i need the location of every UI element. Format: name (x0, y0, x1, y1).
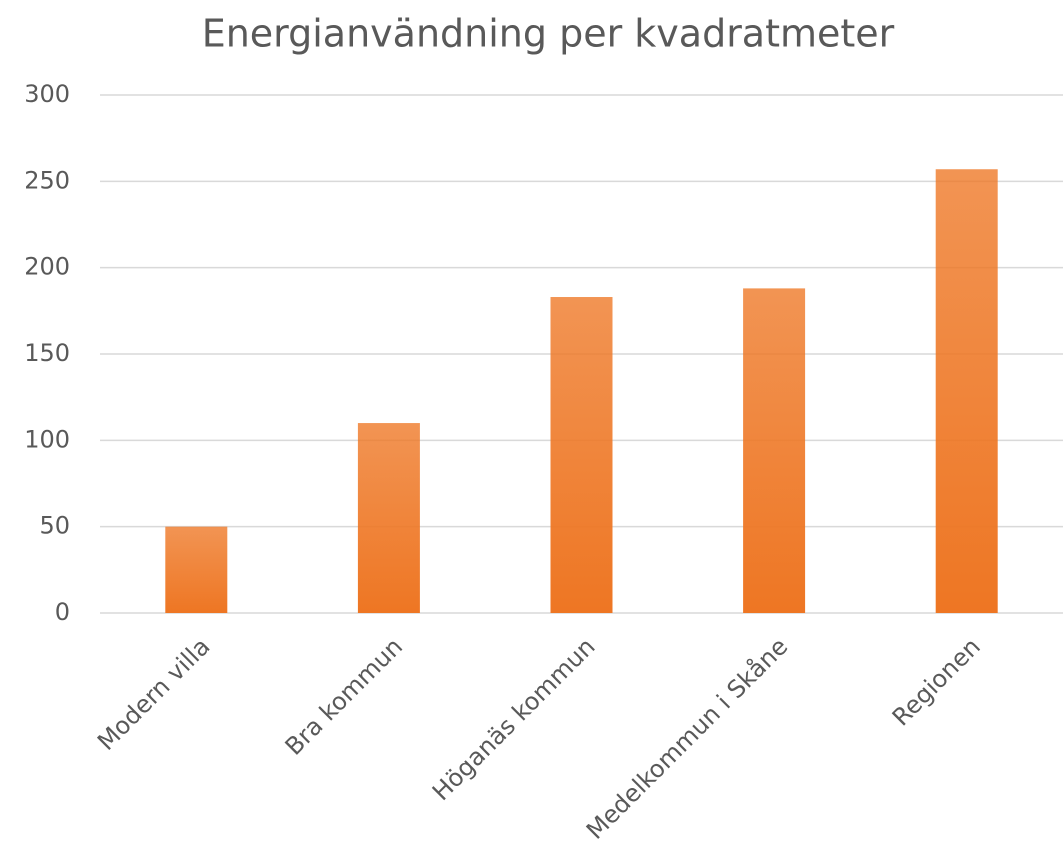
x-tick-label: Regionen (887, 632, 986, 731)
bar (357, 423, 420, 613)
x-tick-label: Medelkommun i Skåne (580, 632, 793, 845)
y-tick-label: 250 (24, 166, 70, 194)
y-tick-label: 100 (24, 425, 70, 453)
y-tick-label: 50 (39, 512, 70, 540)
y-tick-label: 150 (24, 339, 70, 367)
x-tick-label: Modern villa (92, 632, 215, 755)
x-tick-label: Höganäs kommun (427, 632, 601, 806)
bar (550, 297, 613, 613)
y-tick-label: 0 (55, 598, 70, 626)
bar (165, 526, 228, 613)
y-tick-label: 200 (24, 253, 70, 281)
x-tick-label: Bra kommun (280, 632, 408, 760)
chart-title: Energianvändning per kvadratmeter (202, 12, 895, 56)
bar (935, 169, 998, 613)
y-tick-label: 300 (24, 80, 70, 108)
bar (743, 288, 806, 613)
